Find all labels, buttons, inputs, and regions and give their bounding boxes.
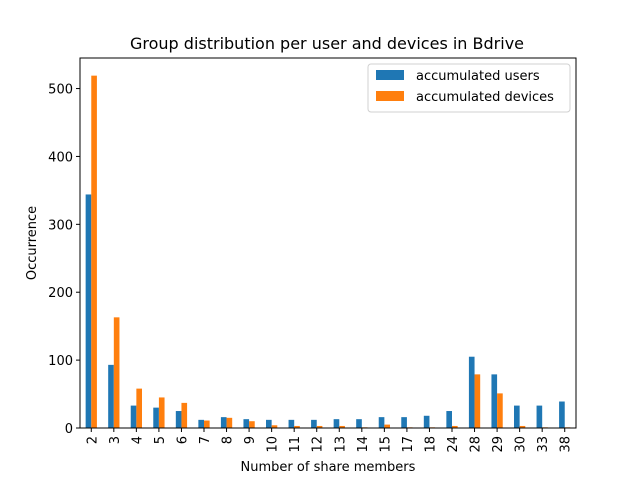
bar-users-33 <box>536 405 543 428</box>
y-tick-label: 400 <box>48 150 73 165</box>
x-tick-label: 38 <box>559 436 574 453</box>
x-tick-label: 24 <box>446 436 461 453</box>
bar-devices-9 <box>249 421 255 428</box>
y-tick-label: 500 <box>48 83 73 98</box>
x-tick-label: 33 <box>536 436 551 453</box>
y-tick-label: 200 <box>48 286 73 301</box>
bar-users-2 <box>85 194 92 428</box>
bar-devices-15 <box>384 424 390 428</box>
x-tick-label: 7 <box>198 436 213 444</box>
x-tick-label: 11 <box>288 436 303 453</box>
bar-users-5 <box>153 407 159 428</box>
bar-devices-7 <box>204 420 210 428</box>
plot-frame <box>79 57 577 429</box>
bar-users-24 <box>446 411 452 428</box>
x-tick-label: 5 <box>153 436 168 444</box>
x-tick-label: 4 <box>130 436 145 444</box>
bar-devices-24 <box>452 425 458 428</box>
y-tick-label: 300 <box>48 218 73 233</box>
bar-users-10 <box>266 419 272 428</box>
bars-group <box>85 75 571 429</box>
x-tick-label: 18 <box>423 436 438 453</box>
x-tick-label: 10 <box>266 436 281 453</box>
y-tick-label: 100 <box>48 354 73 369</box>
bar-devices-3 <box>113 317 120 428</box>
bar-users-12 <box>311 419 317 428</box>
x-axis-label: Number of share members <box>241 460 416 475</box>
bar-devices-11 <box>294 425 300 428</box>
bar-devices-5 <box>158 397 165 428</box>
bar-devices-6 <box>181 402 188 428</box>
bar-devices-28 <box>474 374 481 428</box>
bar-users-17 <box>401 417 407 428</box>
x-tick-label: 30 <box>514 436 529 453</box>
x-tick-label: 3 <box>108 436 123 444</box>
bar-devices-10 <box>271 425 278 428</box>
x-tick-label: 6 <box>175 436 190 444</box>
chart-title: Group distribution per user and devices … <box>130 34 524 53</box>
bar-devices-30 <box>519 425 526 428</box>
bar-users-38 <box>559 401 565 428</box>
bar-users-7 <box>198 419 204 428</box>
bar-users-8 <box>220 417 227 428</box>
bar-users-13 <box>333 419 340 428</box>
bar-users-3 <box>108 364 114 428</box>
bar-users-6 <box>175 411 182 428</box>
legend-swatch <box>376 91 404 101</box>
bar-users-14 <box>356 419 362 428</box>
bar-users-11 <box>288 419 295 428</box>
x-tick-label: 29 <box>491 436 506 453</box>
x-tick-label: 9 <box>243 436 258 444</box>
bar-users-9 <box>243 419 250 428</box>
bar-devices-29 <box>497 393 503 428</box>
legend-label: accumulated devices <box>416 90 554 105</box>
bar-users-4 <box>130 405 137 428</box>
x-tick-label: 8 <box>221 436 236 444</box>
x-tick-label: 13 <box>333 436 348 453</box>
x-tick-label: 17 <box>401 436 416 453</box>
x-axis-ticks: 2 3 4 5 6 7 8 9 10 11 12 13 14 15 17 18 24 28 29 30 33 38 <box>85 428 574 453</box>
legend: accumulated users accumulated devices <box>367 63 571 113</box>
bar-devices-8 <box>226 417 233 428</box>
bar-users-15 <box>378 417 385 428</box>
bar-users-28 <box>468 356 475 428</box>
bar-users-29 <box>491 374 498 428</box>
bar-devices-13 <box>339 425 345 428</box>
legend-swatch <box>376 70 404 80</box>
bar-users-30 <box>514 405 520 428</box>
x-tick-label: 14 <box>356 436 371 453</box>
bar-users-18 <box>423 415 430 428</box>
x-tick-label: 2 <box>85 436 100 444</box>
y-axis-ticks: 0 100 200 300 400 500 <box>48 83 80 437</box>
x-tick-label: 12 <box>311 436 326 453</box>
bar-devices-2 <box>91 75 97 429</box>
x-tick-label: 28 <box>469 436 484 453</box>
legend-frame <box>367 63 571 113</box>
x-tick-label: 15 <box>378 436 393 453</box>
y-axis-label: Occurrence <box>25 206 40 280</box>
bar-devices-12 <box>316 425 323 428</box>
bar-devices-4 <box>136 388 142 428</box>
y-tick-label: 0 <box>65 422 73 437</box>
legend-label: accumulated users <box>416 69 540 84</box>
